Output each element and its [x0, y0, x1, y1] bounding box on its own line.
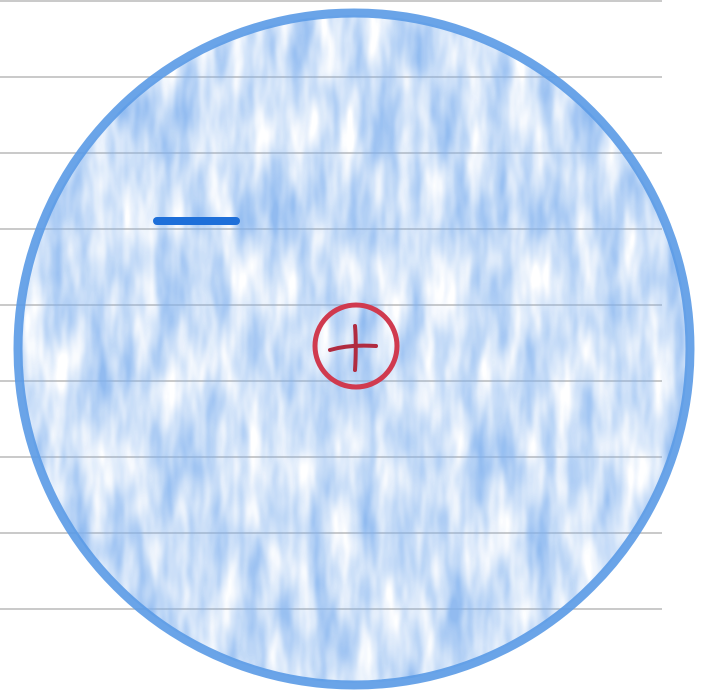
plus-ring — [312, 302, 400, 390]
plus-sign-horizontal — [328, 343, 378, 352]
plus-sign-vertical — [353, 324, 358, 372]
plus-charge-symbol — [312, 302, 400, 390]
disk-outline — [13, 8, 695, 690]
